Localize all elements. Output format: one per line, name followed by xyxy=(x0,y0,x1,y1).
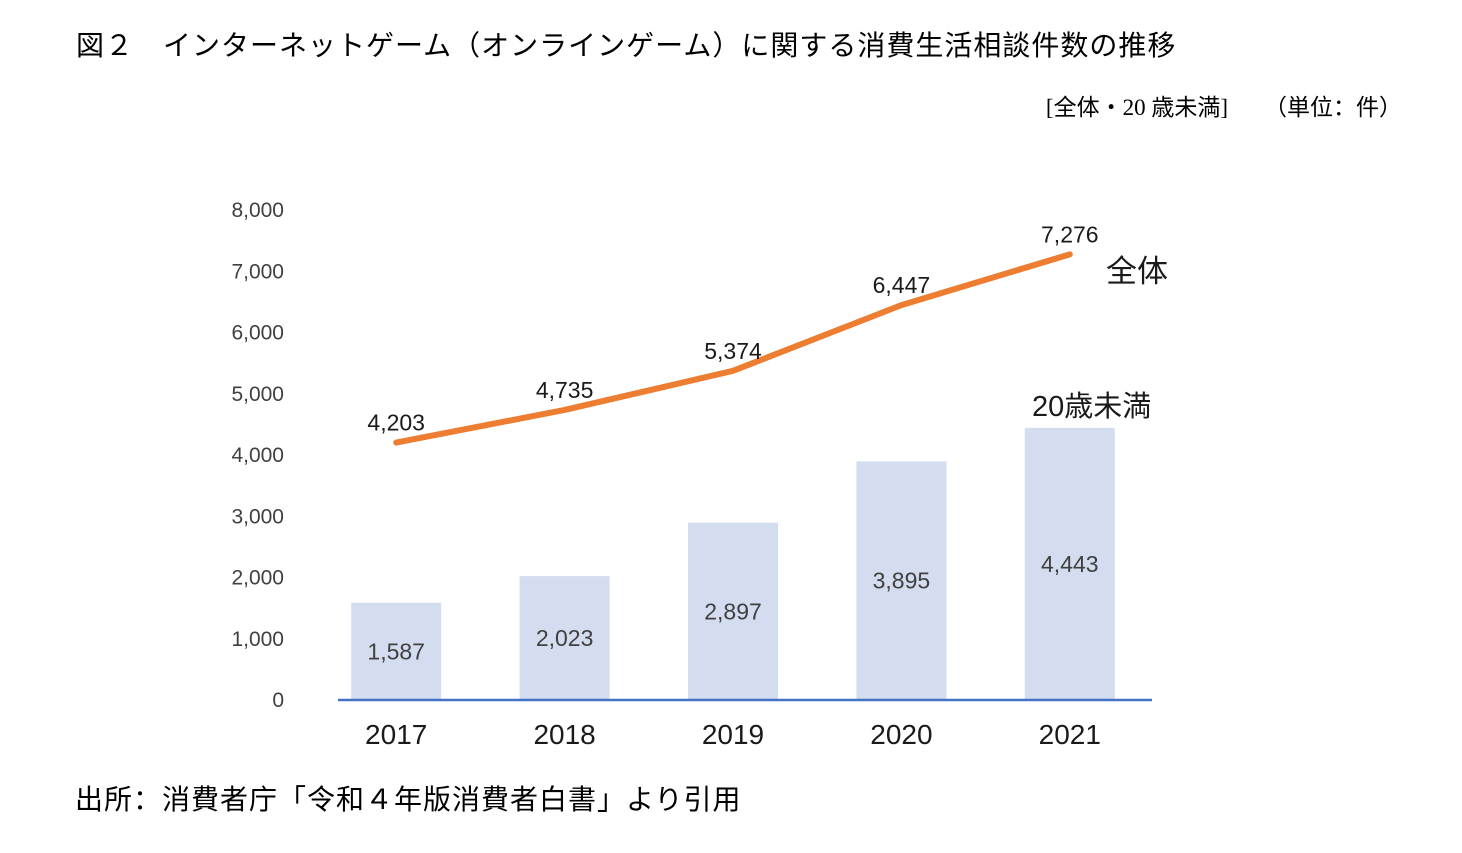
bar-value-label: 2,897 xyxy=(704,598,762,624)
bar-value-label: 4,443 xyxy=(1041,551,1099,577)
y-tick-label: 1,000 xyxy=(231,628,284,651)
line-series-annotation: 全体 xyxy=(1106,254,1168,289)
y-tick-label: 0 xyxy=(272,689,284,712)
y-tick-label: 8,000 xyxy=(231,199,284,222)
bar-value-label: 2,023 xyxy=(536,625,594,651)
line-value-label: 5,374 xyxy=(704,338,762,364)
figure-subtitle: [全体・20 歳未満] （単位：件） xyxy=(1046,88,1402,122)
x-tick-label: 2017 xyxy=(365,719,427,750)
x-tick-label: 2018 xyxy=(533,719,595,750)
line-value-label: 6,447 xyxy=(873,272,931,298)
subtitle-series-note: [全体・20 歳未満] xyxy=(1045,95,1228,120)
line-value-label: 7,276 xyxy=(1041,221,1099,247)
x-tick-label: 2019 xyxy=(702,719,764,750)
line-value-label: 4,735 xyxy=(536,377,594,403)
figure-title: 図２ インターネットゲーム（オンラインゲーム）に関する消費生活相談件数の推移 xyxy=(76,31,1177,62)
source-note: 出所：消費者庁「令和４年版消費者白書」より引用 xyxy=(75,785,742,816)
bar-2018 xyxy=(519,576,610,700)
bar-value-label: 1,587 xyxy=(367,638,425,664)
x-tick-label: 2021 xyxy=(1039,719,1101,750)
y-tick-label: 3,000 xyxy=(231,505,284,528)
line-value-label: 4,203 xyxy=(367,410,425,436)
bar-series-annotation: 20歳未満 xyxy=(1032,391,1152,423)
bar-2021 xyxy=(1024,427,1115,700)
bar-2019 xyxy=(688,522,778,700)
line-series xyxy=(393,251,1073,446)
y-tick-label: 7,000 xyxy=(231,260,284,283)
y-tick-label: 5,000 xyxy=(231,383,284,406)
x-tick-label: 2020 xyxy=(870,719,932,750)
subtitle-unit-note: （単位：件） xyxy=(1264,95,1402,120)
bar-2017 xyxy=(351,602,442,700)
y-tick-label: 2,000 xyxy=(231,567,284,590)
y-tick-label: 4,000 xyxy=(231,444,284,467)
y-tick-label: 6,000 xyxy=(231,322,284,345)
bar-2020 xyxy=(856,461,947,700)
bar-value-label: 3,895 xyxy=(873,568,931,594)
